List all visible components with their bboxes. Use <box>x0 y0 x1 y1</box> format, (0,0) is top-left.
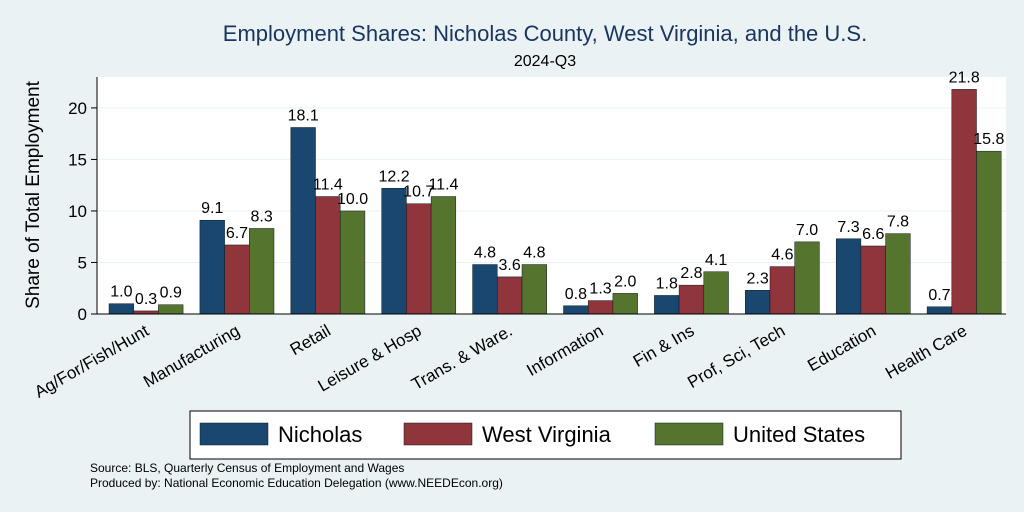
bar <box>860 245 886 315</box>
produced-by-note: Produced by: National Economic Education… <box>90 476 503 490</box>
data-label: 6.6 <box>862 226 884 243</box>
bar <box>381 188 407 315</box>
data-label: 21.8 <box>949 69 980 86</box>
bar <box>885 233 911 315</box>
bar <box>224 244 250 315</box>
bar <box>497 276 523 315</box>
legend-swatch <box>654 422 724 446</box>
legend-label: Nicholas <box>278 422 362 447</box>
bar <box>563 305 589 315</box>
data-label: 8.3 <box>251 208 273 225</box>
bar <box>249 228 275 315</box>
bar <box>199 219 225 315</box>
bar <box>926 306 953 315</box>
y-axis: 0 5 10 15 20 <box>68 77 98 324</box>
y-tick-label: 5 <box>78 253 87 272</box>
data-label: 2.0 <box>614 273 636 290</box>
data-label: 2.8 <box>680 265 702 282</box>
legend-label: West Virginia <box>482 422 612 447</box>
y-tick-label: 20 <box>68 99 87 118</box>
data-label: 7.0 <box>796 222 818 239</box>
legend: Nicholas West Virginia United States <box>189 410 902 460</box>
data-label: 0.9 <box>160 285 182 302</box>
legend-label: United States <box>733 422 865 447</box>
legend-swatch <box>403 422 473 446</box>
bar <box>976 150 1002 315</box>
data-label: 1.8 <box>656 275 678 292</box>
data-labels: 1.0 0.3 0.99.16.78.318.111.410.012.210.711… <box>110 69 1004 308</box>
source-note: Source: BLS, Quarterly Census of Employm… <box>90 461 404 475</box>
bar <box>315 196 341 315</box>
data-label: 4.8 <box>523 245 545 262</box>
bar <box>290 127 316 315</box>
data-label: 10.0 <box>337 191 368 208</box>
data-label: 2.3 <box>747 270 769 287</box>
bar <box>472 264 498 315</box>
bar <box>794 241 820 315</box>
bar <box>951 89 977 315</box>
data-label: 0.3 <box>135 291 157 308</box>
data-label: 4.1 <box>705 252 727 269</box>
bar <box>678 284 705 315</box>
bars <box>108 89 1002 315</box>
data-label: 6.7 <box>226 225 248 242</box>
data-label: 15.8 <box>973 131 1004 148</box>
data-label: 4.6 <box>771 247 793 264</box>
data-label: 12.2 <box>378 168 409 185</box>
bar <box>406 203 432 315</box>
bar <box>654 295 680 315</box>
data-label: 1.0 <box>110 284 132 301</box>
bar <box>612 293 638 315</box>
data-label: 11.4 <box>428 177 458 194</box>
data-label: 1.3 <box>589 281 611 298</box>
legend-box <box>189 410 902 460</box>
y-tick-label: 15 <box>68 150 87 169</box>
bar <box>339 210 366 315</box>
bar <box>703 271 729 315</box>
bar <box>430 196 457 315</box>
data-label: 0.7 <box>928 287 950 304</box>
bar <box>158 304 184 315</box>
data-label: 7.3 <box>837 219 859 236</box>
bar <box>108 303 134 315</box>
bar <box>769 266 795 315</box>
data-label: 10.7 <box>403 184 434 201</box>
data-label: 0.8 <box>565 286 587 303</box>
data-label: 4.8 <box>474 245 496 262</box>
data-label: 7.8 <box>887 214 909 231</box>
data-label: 18.1 <box>288 107 319 124</box>
data-label: 3.6 <box>499 257 521 274</box>
y-tick-label: 0 <box>78 305 87 324</box>
chart-title: Employment Shares: Nicholas County, West… <box>223 21 867 46</box>
y-axis-label: Share of Total Employment <box>23 80 44 308</box>
bar <box>835 238 862 315</box>
y-tick-label: 10 <box>68 202 87 221</box>
data-label: 9.1 <box>201 200 223 217</box>
legend-swatch <box>199 422 269 446</box>
data-label: 11.4 <box>313 177 343 194</box>
chart-subtitle: 2024-Q3 <box>514 53 576 70</box>
bar <box>521 264 547 315</box>
bar <box>587 300 614 315</box>
bar <box>745 290 771 315</box>
